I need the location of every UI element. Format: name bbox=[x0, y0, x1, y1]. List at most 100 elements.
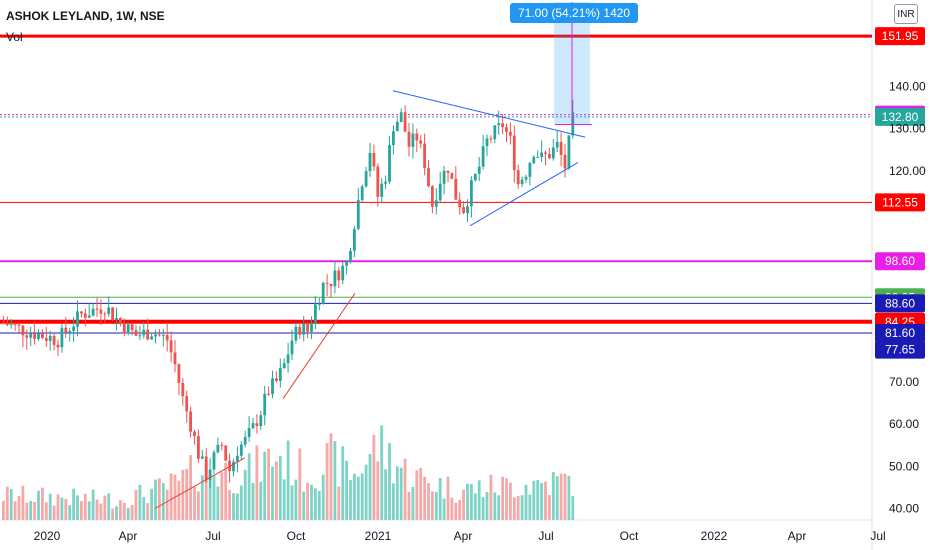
volume-bar bbox=[138, 484, 142, 520]
time-tick-label: Jul bbox=[205, 529, 220, 543]
candle-body bbox=[146, 329, 150, 340]
candle-body bbox=[411, 133, 415, 147]
candle-body bbox=[5, 322, 9, 326]
time-tick-label: Apr bbox=[454, 529, 473, 543]
volume-bar bbox=[372, 434, 376, 520]
candle-body bbox=[477, 166, 481, 174]
volume-bar bbox=[345, 460, 348, 520]
level-label-bg bbox=[875, 107, 925, 126]
volume-bar bbox=[548, 495, 551, 520]
volume-bar bbox=[154, 479, 157, 520]
candle-body bbox=[44, 337, 48, 341]
volume-bar bbox=[72, 488, 75, 520]
volume-bar bbox=[446, 476, 450, 520]
candle-body bbox=[532, 157, 536, 164]
level-label: 88.60 bbox=[885, 296, 915, 310]
time-tick-label: Oct bbox=[287, 529, 306, 543]
volume-bar bbox=[236, 493, 239, 520]
candle-body bbox=[185, 396, 189, 412]
candle-body bbox=[189, 411, 192, 432]
candle-body bbox=[485, 138, 489, 147]
level-label: 81.60 bbox=[885, 326, 915, 340]
candle-body bbox=[462, 207, 465, 214]
volume-bar bbox=[571, 496, 575, 520]
volume-bar bbox=[181, 469, 185, 520]
volume-bar bbox=[493, 492, 497, 520]
volume-bar bbox=[524, 484, 528, 520]
candle-body bbox=[392, 131, 395, 146]
volume-bar bbox=[473, 493, 477, 520]
candle-body bbox=[154, 334, 157, 337]
candle-body bbox=[423, 143, 426, 169]
candle-body bbox=[395, 121, 399, 132]
candle-body bbox=[505, 127, 508, 132]
volume-bar bbox=[158, 478, 161, 520]
volume-bar bbox=[95, 499, 99, 520]
volume-bar bbox=[337, 486, 341, 520]
candles bbox=[2, 99, 575, 488]
candle-body bbox=[41, 333, 44, 338]
volume-bar bbox=[298, 448, 302, 520]
candle-body bbox=[540, 152, 543, 157]
candle-body bbox=[48, 335, 52, 341]
candle-body bbox=[72, 326, 75, 332]
volume-bar bbox=[80, 501, 83, 520]
candle-body bbox=[87, 315, 91, 318]
volume-bar bbox=[489, 474, 493, 520]
volume-bar bbox=[470, 484, 473, 520]
candle-body bbox=[208, 469, 212, 481]
volume-bar bbox=[509, 482, 512, 520]
candle-body bbox=[290, 340, 294, 355]
volume-bar bbox=[17, 495, 21, 520]
candle-body bbox=[103, 313, 107, 315]
volume-bar bbox=[91, 489, 95, 520]
time-tick-label: 2021 bbox=[365, 529, 392, 543]
grid bbox=[0, 0, 873, 550]
volume-bars bbox=[2, 425, 575, 520]
volume-bar bbox=[60, 497, 64, 520]
candle-body bbox=[353, 229, 356, 251]
candle-body bbox=[232, 461, 235, 472]
volume-bar bbox=[64, 498, 68, 520]
candle-body bbox=[91, 308, 95, 316]
time-tick-label: Oct bbox=[620, 529, 639, 543]
volume-bar bbox=[161, 483, 165, 520]
candle-body bbox=[193, 431, 196, 437]
volume-bar bbox=[204, 460, 208, 520]
candle-body bbox=[126, 324, 130, 334]
volume-bar bbox=[228, 489, 231, 520]
volume-bar bbox=[165, 489, 169, 520]
volume-bar bbox=[403, 458, 407, 520]
price-axis: 40.00 50.00 60.00 70.00 120.00 130.00 140.00 bbox=[889, 80, 926, 516]
volume-bar bbox=[52, 505, 56, 520]
candle-body bbox=[236, 455, 239, 462]
volume-bar bbox=[208, 475, 212, 520]
volume-bar bbox=[119, 500, 122, 520]
candle-body bbox=[115, 317, 118, 320]
candle-body bbox=[317, 303, 321, 305]
currency-badge[interactable]: INR bbox=[894, 4, 918, 24]
candle-body bbox=[169, 340, 173, 353]
candle-body bbox=[138, 335, 142, 337]
volume-bar bbox=[434, 491, 438, 520]
volume-bar bbox=[376, 461, 380, 520]
candle-body bbox=[360, 186, 364, 200]
level-label-bg bbox=[875, 27, 925, 46]
volume-bar bbox=[103, 495, 107, 520]
candle-body bbox=[13, 324, 17, 326]
candle-body bbox=[29, 333, 33, 338]
candle-body bbox=[294, 326, 298, 341]
candle-body bbox=[544, 152, 547, 154]
volume-bar bbox=[442, 498, 446, 520]
volume-bar bbox=[520, 495, 524, 520]
candle-body bbox=[314, 304, 317, 323]
volume-bar bbox=[310, 484, 313, 520]
volume-bar bbox=[512, 497, 516, 520]
volume-bar bbox=[5, 486, 9, 520]
level-label-bg bbox=[875, 193, 925, 212]
candle-body bbox=[204, 456, 208, 481]
volume-bar bbox=[329, 433, 333, 520]
candle-body bbox=[130, 324, 134, 331]
candle-body bbox=[516, 170, 520, 185]
